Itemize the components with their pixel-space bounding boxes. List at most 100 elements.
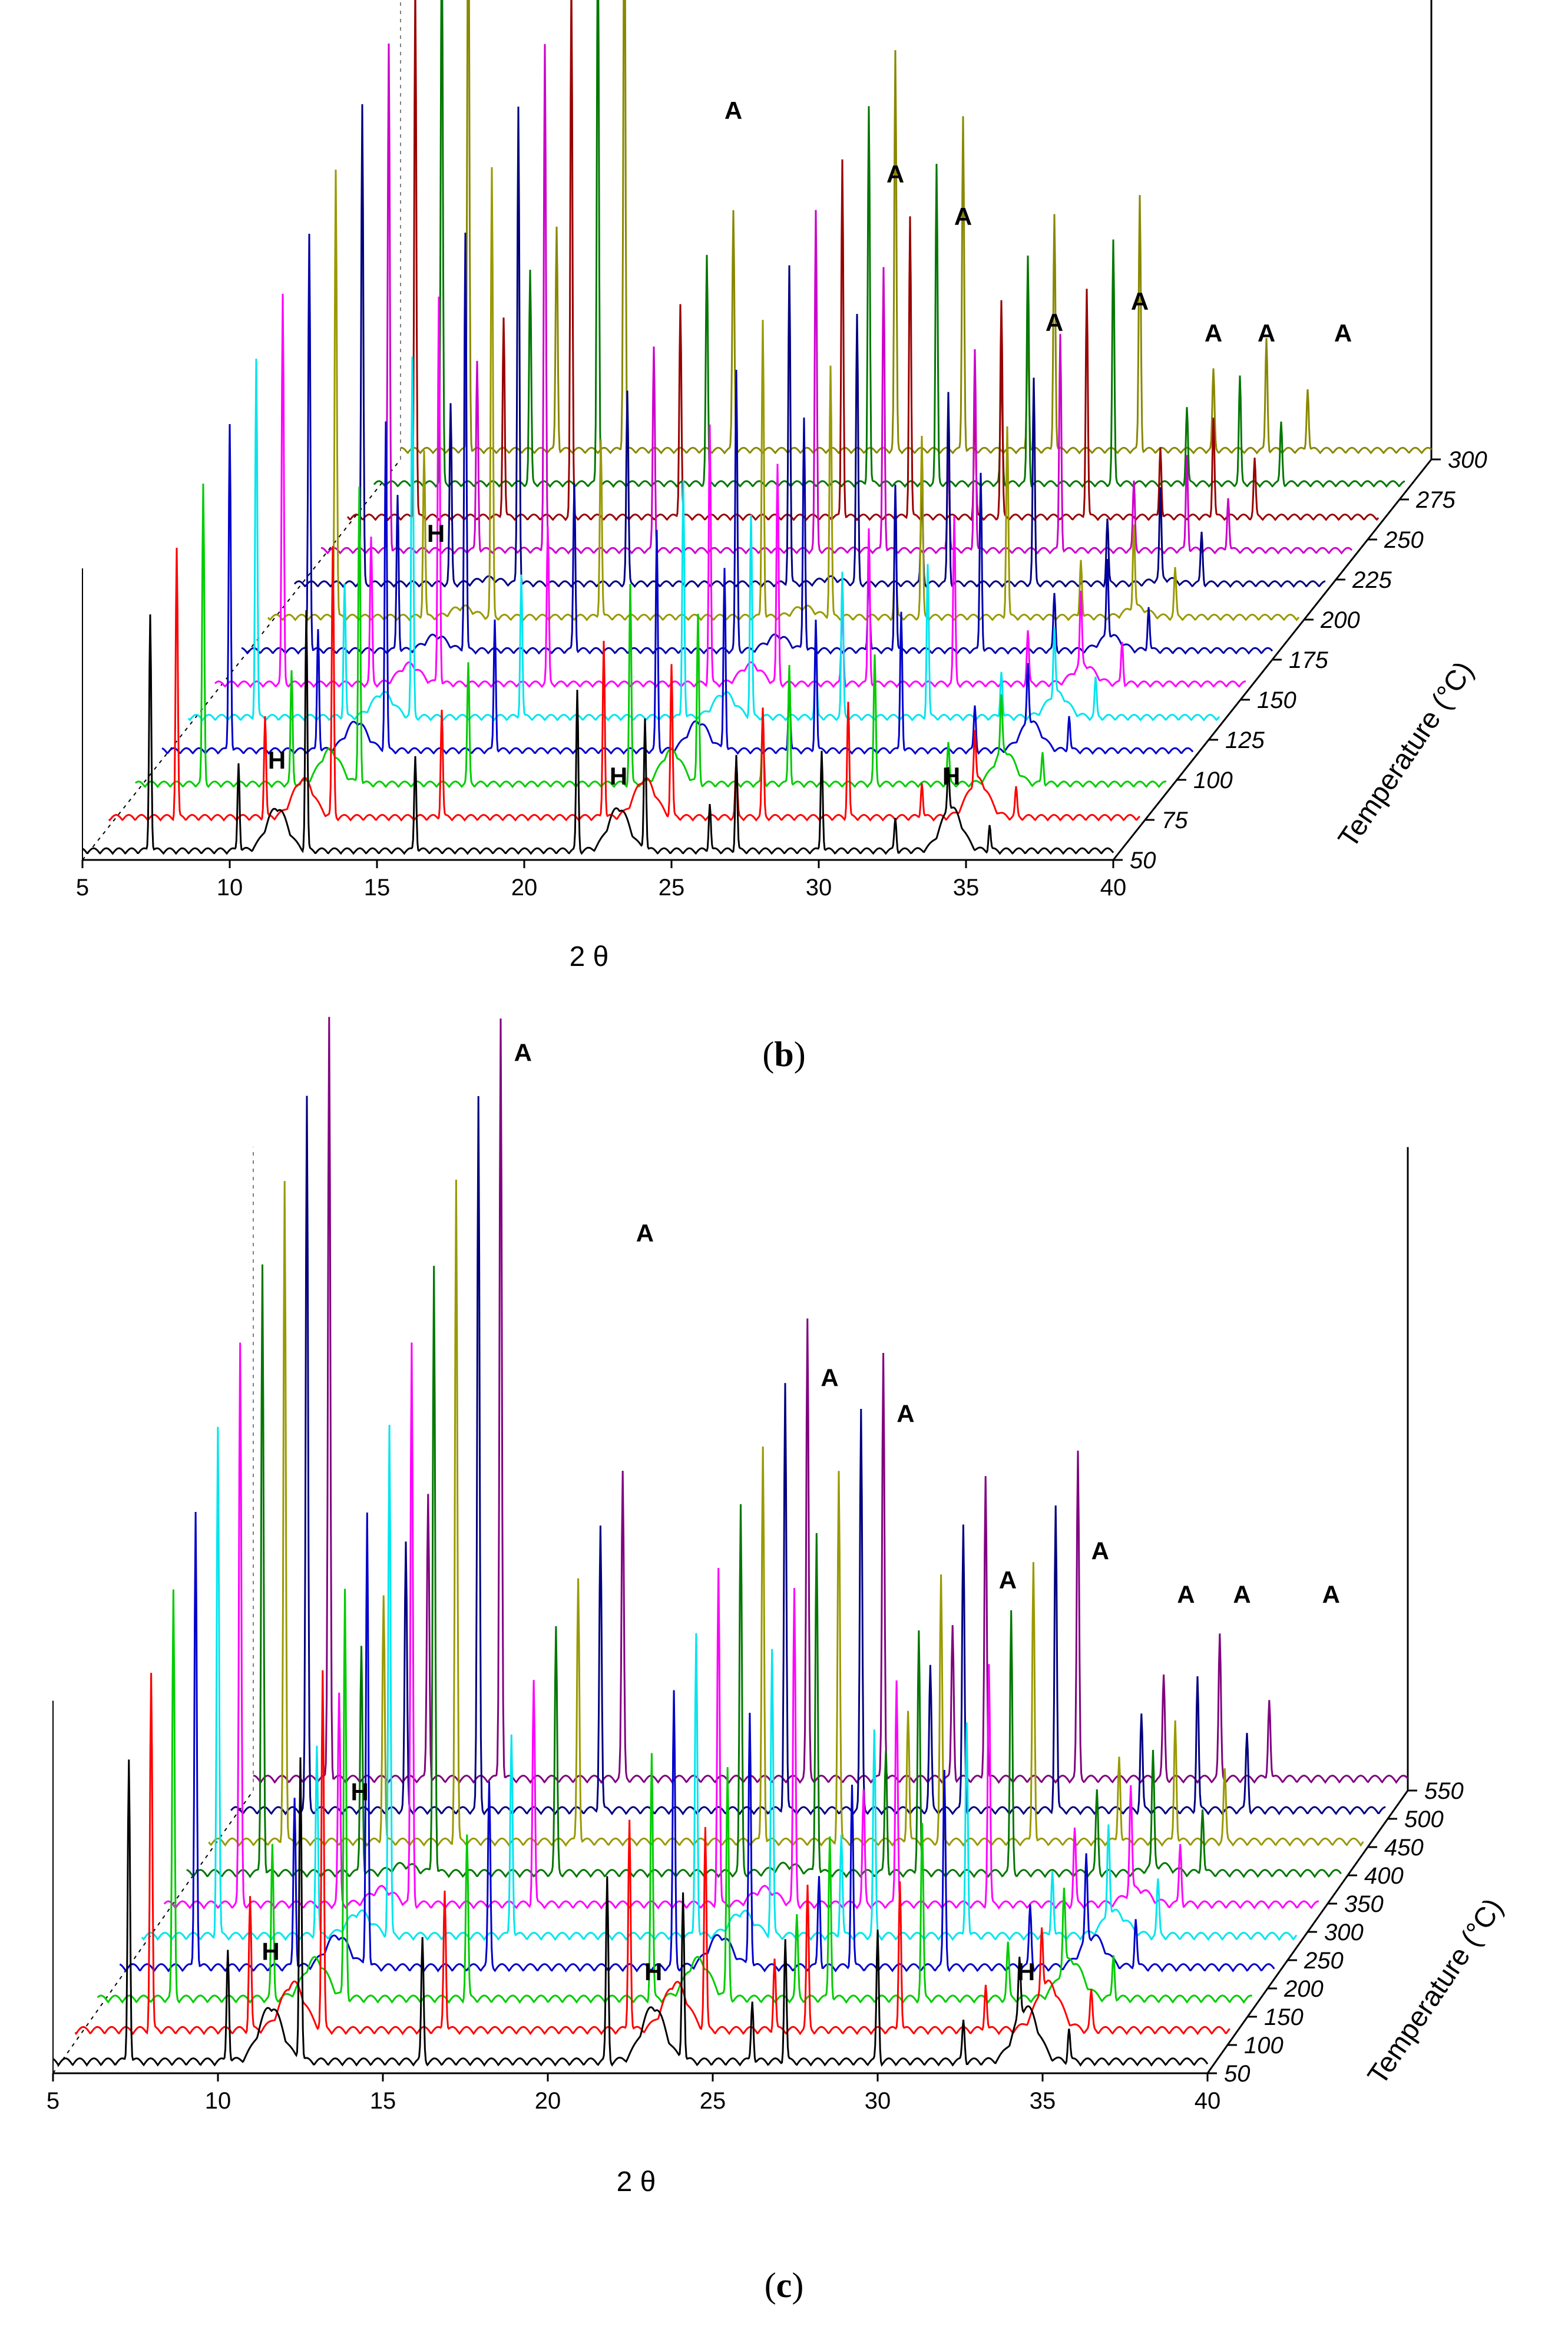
x-tick-label: 20 <box>511 875 538 901</box>
temperature-tick-label: 250 <box>1384 527 1424 553</box>
xrd-pattern-line <box>187 356 1220 722</box>
xrd-pattern-line <box>163 1342 1319 1910</box>
temperature-tick-label: 300 <box>1448 447 1487 473</box>
peak-label-a: A <box>1233 1580 1251 1608</box>
peak-label-a: A <box>1131 287 1149 315</box>
temperature-tick-label: 350 <box>1344 1891 1384 1917</box>
x-tick-label: 40 <box>1195 2088 1221 2114</box>
peak-label-h: H <box>268 746 286 774</box>
panel-c-caption-open: ( <box>765 2266 776 2305</box>
peak-label-a: A <box>1334 319 1352 347</box>
panel-b-x-ticks: 5 10 15 20 25 30 35 40 <box>76 860 1126 901</box>
panel-b-caption: (b) <box>762 1035 805 1074</box>
temperature-tick-label: 50 <box>1224 2061 1251 2087</box>
xrd-pattern-line <box>74 1670 1230 2036</box>
temperature-tick-label: 75 <box>1162 808 1188 833</box>
panel-c-caption-close: ) <box>792 2266 803 2305</box>
xrd-pattern-line <box>230 1096 1386 1816</box>
xrd-pattern-line <box>320 43 1353 555</box>
xrd-pattern-line <box>241 232 1273 655</box>
xrd-pattern-line <box>52 1757 1209 2067</box>
x-tick-label: 10 <box>217 875 243 901</box>
temperature-tick-label: 300 <box>1324 1920 1364 1945</box>
temperature-tick-label: 250 <box>1304 1948 1344 1974</box>
peak-label-h: H <box>1017 1958 1035 1985</box>
temperature-tick-label: 175 <box>1289 647 1328 673</box>
x-tick-label: 35 <box>1030 2088 1056 2114</box>
peak-label-h: H <box>427 519 445 547</box>
peak-label-a: A <box>1205 319 1222 347</box>
temperature-tick-label: 100 <box>1193 767 1233 793</box>
x-tick-label: 30 <box>806 875 832 901</box>
temperature-tick-label: 400 <box>1364 1863 1404 1889</box>
panel-b-temperature-axis-title: Temperature (°C) <box>1332 656 1480 853</box>
temperature-tick-label: 450 <box>1384 1835 1424 1861</box>
x-tick-label: 40 <box>1100 875 1127 901</box>
panel-c-caption: (c) <box>765 2266 804 2305</box>
x-tick-label: 5 <box>76 875 89 901</box>
panel-c-x-axis-title: 2 θ <box>617 2166 656 2198</box>
temperature-tick-label: 500 <box>1404 1806 1444 1832</box>
panel-b-frame <box>82 0 1433 861</box>
peak-label-a: A <box>1046 309 1063 336</box>
xrd-pattern-line <box>108 546 1141 822</box>
peak-label-a: A <box>1258 319 1275 347</box>
xrd-pattern-line <box>267 167 1300 621</box>
peak-label-a: A <box>999 1566 1017 1594</box>
panel-c-temperature-axis-title: Temperature (°C) <box>1362 1893 1509 2090</box>
x-tick-label: 35 <box>953 875 980 901</box>
temperature-tick-label: 150 <box>1257 687 1296 713</box>
panel-c-series <box>52 1017 1409 2067</box>
peak-label-a: A <box>1091 1537 1109 1565</box>
xrd-pattern-line <box>141 1425 1298 1941</box>
xrd-pattern-line <box>97 1589 1252 2004</box>
temperature-tick-label: 200 <box>1320 607 1360 633</box>
peak-label-a: A <box>897 1400 914 1428</box>
panel-c-caption-letter: c <box>776 2266 792 2305</box>
x-tick-label: 5 <box>47 2088 59 2114</box>
xrd-pattern-line <box>82 610 1114 855</box>
peak-label-a: A <box>636 1219 654 1247</box>
temperature-tick-label: 50 <box>1130 848 1156 873</box>
panel-b-x-axis-title: 2 θ <box>570 941 609 972</box>
xrd-pattern-line <box>293 104 1326 588</box>
xrd-pattern-line <box>214 293 1246 689</box>
left-depth-edge <box>82 459 401 861</box>
peak-label-a: A <box>886 160 904 188</box>
panel-c-annotations: A A A A A A A A A H H H H <box>262 1038 1340 1985</box>
panel-c-x-ticks: 5 10 15 20 25 30 35 40 <box>47 2073 1220 2114</box>
temperature-tick-label: 550 <box>1424 1778 1464 1804</box>
temperature-tick-label: 150 <box>1264 2004 1304 2030</box>
temperature-tick-label: 100 <box>1244 2033 1283 2059</box>
temperature-tick-label: 225 <box>1352 567 1392 593</box>
xrd-pattern-line <box>400 0 1433 455</box>
peak-label-a: A <box>954 203 972 230</box>
panel-b-caption-close: ) <box>794 1035 806 1074</box>
panel-b-caption-open: ( <box>762 1035 774 1074</box>
peak-label-h: H <box>351 1778 369 1806</box>
peak-label-a: A <box>514 1038 532 1066</box>
x-tick-label: 25 <box>659 875 685 901</box>
xrd-pattern-line <box>253 1017 1409 1784</box>
x-tick-label: 25 <box>700 2088 726 2114</box>
peak-label-a: A <box>821 1364 838 1391</box>
peak-label-a: A <box>725 97 742 124</box>
peak-label-a: A <box>1177 1580 1195 1608</box>
peak-label-h: H <box>610 762 627 790</box>
temperature-tick-label: 200 <box>1283 1976 1324 2002</box>
peak-label-a: A <box>1322 1580 1340 1608</box>
xrd-pattern-line <box>373 0 1405 488</box>
xrd-pattern-line <box>119 1511 1275 1973</box>
xrd-pattern-line <box>208 1179 1364 1847</box>
temperature-tick-label: 275 <box>1415 487 1455 513</box>
x-tick-label: 15 <box>364 875 391 901</box>
peak-label-h: H <box>942 762 960 790</box>
xrd-pattern-line <box>186 1264 1342 1878</box>
xrd-pattern-line <box>346 0 1380 521</box>
peak-label-h: H <box>262 1938 279 1965</box>
